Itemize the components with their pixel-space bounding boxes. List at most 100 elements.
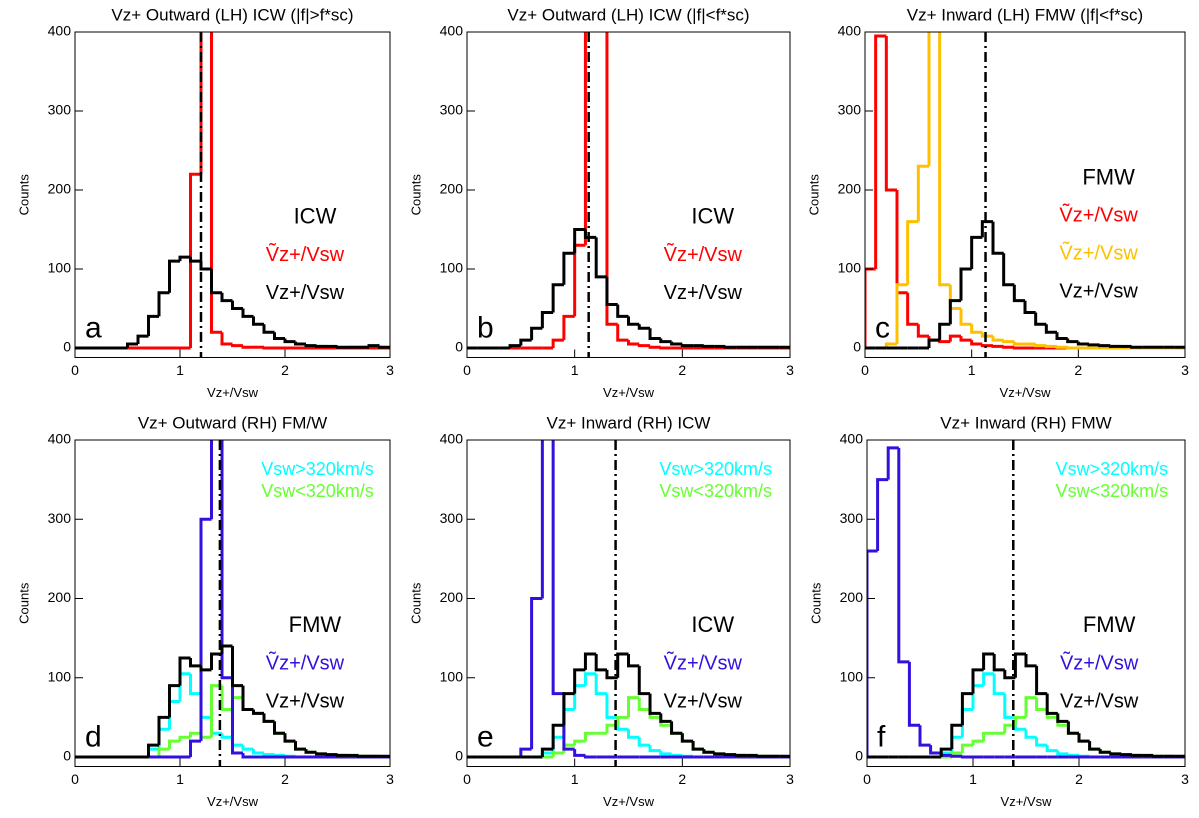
- x-tick-label: 2: [281, 362, 289, 378]
- hist-step: [680, 733, 694, 743]
- y-tick-label: 0: [455, 339, 463, 355]
- hist-step: [1066, 346, 1079, 350]
- hist-step: [573, 739, 586, 746]
- y-tick-label: 400: [440, 431, 464, 447]
- hist-step: [1109, 752, 1122, 756]
- hist-step: [884, 35, 897, 192]
- hist-step: [1013, 715, 1026, 726]
- hist-step: [231, 646, 243, 688]
- hist-step: [583, 652, 597, 670]
- y-axis-label: Counts: [806, 174, 821, 216]
- hist-step: [1012, 284, 1025, 303]
- hist-step: [950, 735, 963, 754]
- x-tick-label: 0: [863, 771, 871, 787]
- hist-step: [734, 753, 747, 757]
- hist-step: [960, 692, 973, 726]
- hist-step: [220, 685, 233, 711]
- x-tick-label: 2: [678, 362, 686, 378]
- x-axis-label: Vz+/Vsw: [1001, 794, 1053, 809]
- y-tick-label: 300: [838, 102, 862, 118]
- annotation: ICW: [691, 203, 734, 228]
- hist-step: [648, 693, 661, 715]
- hist-step: [336, 345, 348, 349]
- hist-step: [916, 164, 929, 222]
- hist-step: [982, 672, 995, 686]
- hist-step: [1098, 344, 1111, 348]
- hist-step: [938, 340, 951, 344]
- hist-step: [616, 652, 629, 678]
- x-tick-label: 3: [386, 771, 394, 787]
- hist-step: [886, 446, 899, 480]
- hist-step: [627, 653, 640, 668]
- y-tick-label: 100: [838, 260, 862, 276]
- hist-step: [959, 336, 972, 342]
- hist-step: [916, 324, 929, 338]
- hist-step: [1034, 312, 1047, 326]
- legend-entry: Vz+/Vsw: [1059, 281, 1138, 303]
- hist-step: [982, 731, 995, 742]
- hist-step: [691, 741, 704, 751]
- y-axis-label: Counts: [408, 582, 423, 624]
- hist-step: [573, 684, 586, 710]
- x-tick-label: 0: [71, 362, 79, 378]
- hist-step: [982, 652, 995, 670]
- hist-step: [867, 549, 878, 757]
- hist-step: [210, 269, 222, 295]
- hist-step: [991, 221, 1004, 255]
- hist-step: [1045, 745, 1058, 753]
- hist-step: [231, 737, 243, 747]
- hist-step: [231, 677, 243, 755]
- hist-step: [199, 261, 212, 271]
- hist-step: [939, 747, 952, 757]
- hist-step: [1034, 344, 1047, 348]
- hist-step: [551, 440, 564, 696]
- series: [467, 228, 790, 350]
- hist-step: [1003, 723, 1016, 734]
- hist-step: [1035, 665, 1048, 696]
- hist-step: [605, 32, 618, 326]
- hist-step: [199, 32, 203, 175]
- hist-step: [876, 478, 889, 551]
- hist-step: [241, 745, 254, 751]
- hist-step: [971, 739, 984, 746]
- hist-step: [970, 235, 983, 269]
- y-axis-label: Counts: [16, 582, 31, 624]
- hist-step: [583, 672, 597, 686]
- hist-step: [659, 338, 672, 344]
- hist-step: [199, 665, 212, 672]
- hist-step: [178, 672, 191, 702]
- x-tick-label: 2: [1075, 771, 1083, 787]
- hist-step: [583, 32, 587, 246]
- hist-step: [895, 190, 908, 295]
- hist-step: [627, 729, 640, 739]
- hist-step: [540, 310, 554, 329]
- hist-step: [168, 739, 180, 750]
- hist-step: [508, 344, 521, 348]
- hist-step: [959, 308, 972, 326]
- x-axis-label: Vz+/Vsw: [207, 794, 259, 809]
- hist-step: [938, 32, 951, 287]
- hist-step: [1002, 345, 1015, 349]
- x-axis-label: Vz+/Vsw: [207, 385, 259, 400]
- chart-title: Vz+ Inward (RH) FMW: [940, 413, 1111, 432]
- legend-entry: Ṽz+/Vsw: [1059, 203, 1138, 227]
- hist-step: [1003, 693, 1016, 719]
- y-tick-label: 200: [48, 589, 72, 605]
- y-tick-label: 400: [838, 23, 862, 39]
- hist-step: [178, 255, 191, 262]
- x-tick-label: 3: [786, 771, 794, 787]
- hist-step: [157, 715, 170, 746]
- hist-step: [220, 440, 233, 680]
- hist-step: [627, 340, 640, 346]
- hist-step: [1024, 729, 1037, 739]
- hist-step: [1055, 345, 1068, 349]
- annotation: FMW: [1083, 612, 1136, 637]
- hist-step: [670, 753, 683, 757]
- hist-step: [918, 725, 931, 747]
- legend-entry: Vsw<320km/s: [1056, 481, 1169, 501]
- hist-step: [199, 517, 212, 742]
- series: [865, 32, 1185, 350]
- hist-step: [294, 341, 306, 346]
- hist-step: [551, 735, 564, 754]
